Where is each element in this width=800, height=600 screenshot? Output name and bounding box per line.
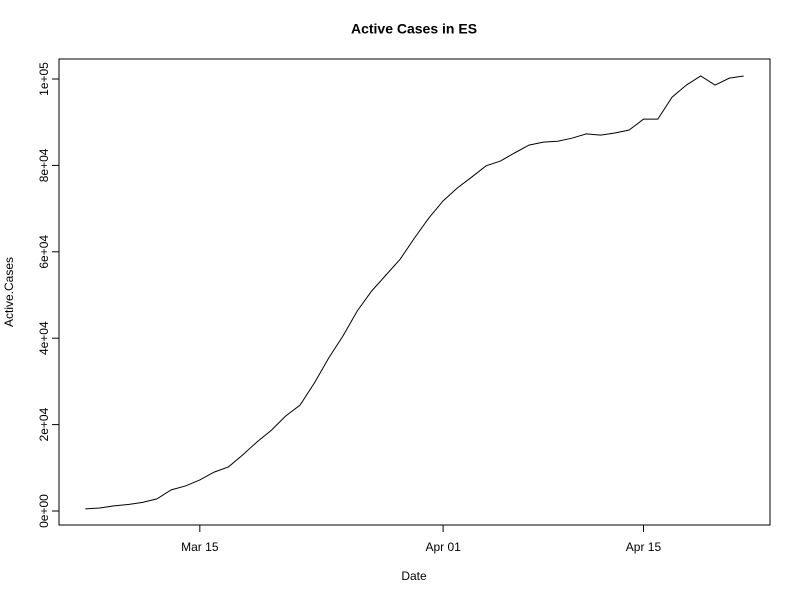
chart-title: Active Cases in ES	[351, 21, 477, 37]
y-tick-label: 6e+04	[37, 235, 51, 269]
x-tick-label: Apr 15	[626, 540, 662, 554]
y-tick-label: 2e+04	[37, 407, 51, 441]
x-tick-label: Apr 01	[425, 540, 461, 554]
x-axis-label: Date	[401, 569, 427, 583]
plot-box	[58, 58, 771, 526]
y-axis-label: Active.Cases	[2, 257, 16, 327]
y-tick-label: 1e+05	[37, 62, 51, 96]
y-tick-label: 8e+04	[37, 148, 51, 182]
x-tick-label: Mar 15	[181, 540, 219, 554]
data-line	[85, 75, 744, 510]
y-tick-label: 4e+04	[37, 321, 51, 355]
y-tick-label: 0e+00	[37, 494, 51, 528]
